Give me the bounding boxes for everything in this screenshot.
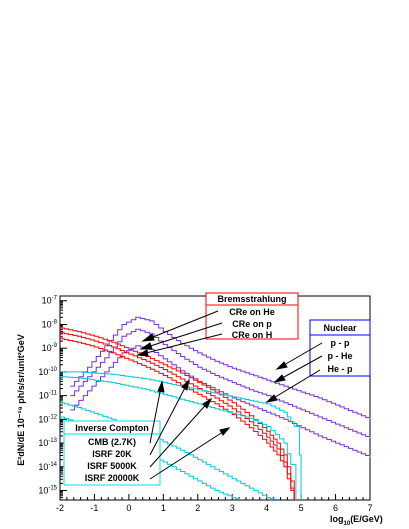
series-line-inverse-compton xyxy=(60,376,297,500)
x-tick-label: 4 xyxy=(264,503,269,513)
arrowhead xyxy=(219,427,231,436)
y-ticks: 10-7 10-8 10-9 10-10 10-11 10-12 10-13 10-14 10-… xyxy=(38,296,67,501)
arrowhead xyxy=(141,333,155,342)
series-line-inverse-compton xyxy=(60,371,302,500)
x-tick-label: 6 xyxy=(333,503,338,513)
x-tick-label: 3 xyxy=(230,503,235,513)
y-tick-label: 10-10 xyxy=(38,367,57,377)
series-line-nuclear xyxy=(70,316,371,420)
legend-title: Nuclear xyxy=(323,323,357,333)
y-tick-label: 10-7 xyxy=(42,296,58,306)
arrow-cre-on-h xyxy=(137,333,223,356)
y-axis-label: E²dN/dE 10⁻¹⁹ ph/s/sr/unit²GeV xyxy=(16,334,26,466)
y-tick-label: 10-11 xyxy=(39,391,58,401)
annotation-arrows xyxy=(136,310,323,480)
y-tick-label: 10-13 xyxy=(38,438,57,448)
x-tick-label: 0 xyxy=(126,503,131,513)
y-tick-label: 10-8 xyxy=(42,319,58,329)
y-tick-label: 10-15 xyxy=(38,486,57,496)
x-tick-label: 5 xyxy=(299,503,304,513)
arrow-isrf-20k xyxy=(149,379,190,456)
x-tick-label: -1 xyxy=(90,503,98,513)
arrow-isrf-5000k xyxy=(149,398,212,468)
x-tick-label: 1 xyxy=(161,503,166,513)
arrowhead xyxy=(273,374,286,383)
legend-box xyxy=(63,420,161,486)
legend-entry: CRe on H xyxy=(232,330,273,340)
legend-title: Bremsstrahlung xyxy=(217,294,286,304)
arrow-isrf-20000k xyxy=(149,427,230,480)
arrow-he-p xyxy=(266,369,321,403)
x-tick-label: 2 xyxy=(195,503,200,513)
legend-entry: CRe on He xyxy=(229,307,275,317)
series-line-nuclear xyxy=(70,328,371,439)
arrowhead xyxy=(265,394,278,403)
x-axis-label: log10(E/GeV) xyxy=(330,514,383,527)
series-line-bremsstrahlung xyxy=(60,332,295,500)
arrow-cre-on-he xyxy=(142,310,219,342)
x-ticks: -2 -1 0 1 2 3 4 5 6 7 xyxy=(56,494,373,513)
legend-entry: p - p xyxy=(331,338,350,348)
x-tick-label: -2 xyxy=(56,503,64,513)
arrowhead xyxy=(181,378,190,391)
y-tick-label: 10-12 xyxy=(38,414,57,424)
legend-entry: CRe on p xyxy=(232,319,272,329)
arrowhead xyxy=(136,349,149,357)
legend-entry: He - p xyxy=(327,364,353,374)
legend-entry: CMB (2.7K) xyxy=(88,437,136,447)
legend-title: Inverse Compton xyxy=(75,423,149,433)
y-tick-label: 10-14 xyxy=(38,462,57,472)
legend-entry: ISRF 20K xyxy=(92,449,132,459)
arrowhead xyxy=(139,342,153,350)
x-tick-label: 7 xyxy=(367,503,372,513)
series-line-inverse-compton xyxy=(60,402,278,500)
arrowhead xyxy=(275,361,288,370)
legend-box xyxy=(205,292,299,340)
legend-entry: ISRF 20000K xyxy=(85,473,140,483)
legend-entry: p - He xyxy=(327,351,352,361)
arrow-cre-on-p xyxy=(140,322,223,350)
series-line-nuclear xyxy=(70,345,371,458)
legend-box xyxy=(309,319,371,377)
legend-nuclear: Nuclear p - p p - He He - p xyxy=(309,319,371,377)
legend-inverse-compton: Inverse Compton CMB (2.7K) ISRF 20K ISRF… xyxy=(63,420,161,486)
arrowhead xyxy=(202,397,213,409)
legend-entry: ISRF 5000K xyxy=(87,461,137,471)
series-lines xyxy=(60,316,371,500)
arrow-cmb xyxy=(149,381,163,444)
legend-bremsstrahlung: Bremsstrahlung CRe on He CRe on p CRe on… xyxy=(205,292,299,340)
y-tick-label: 10-9 xyxy=(42,343,58,353)
arrowhead xyxy=(157,380,165,393)
